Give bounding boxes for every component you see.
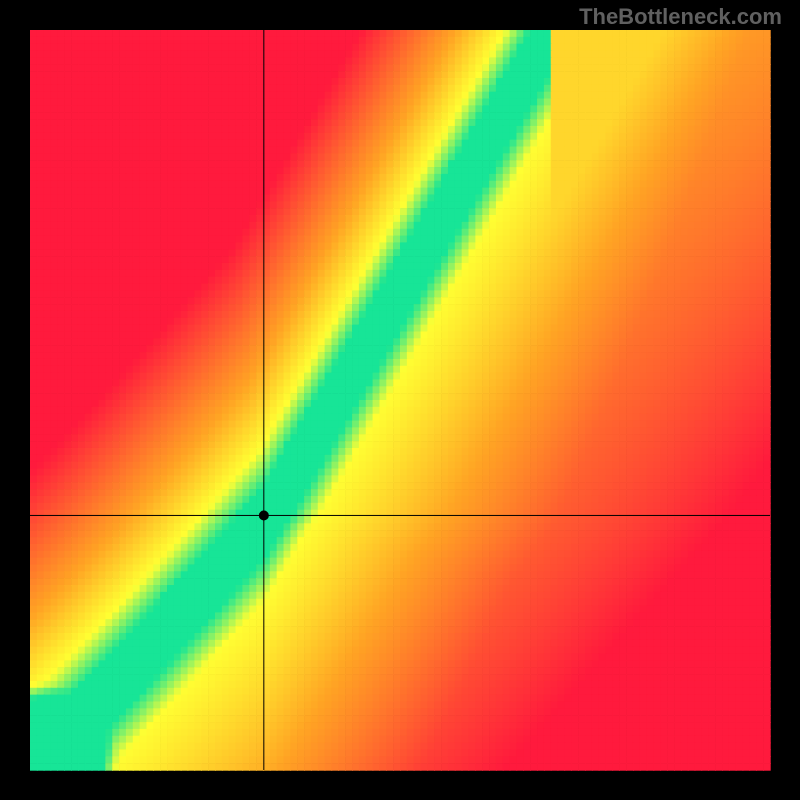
bottleneck-heatmap [0,0,800,800]
attribution-text: TheBottleneck.com [579,4,782,30]
chart-container: TheBottleneck.com [0,0,800,800]
